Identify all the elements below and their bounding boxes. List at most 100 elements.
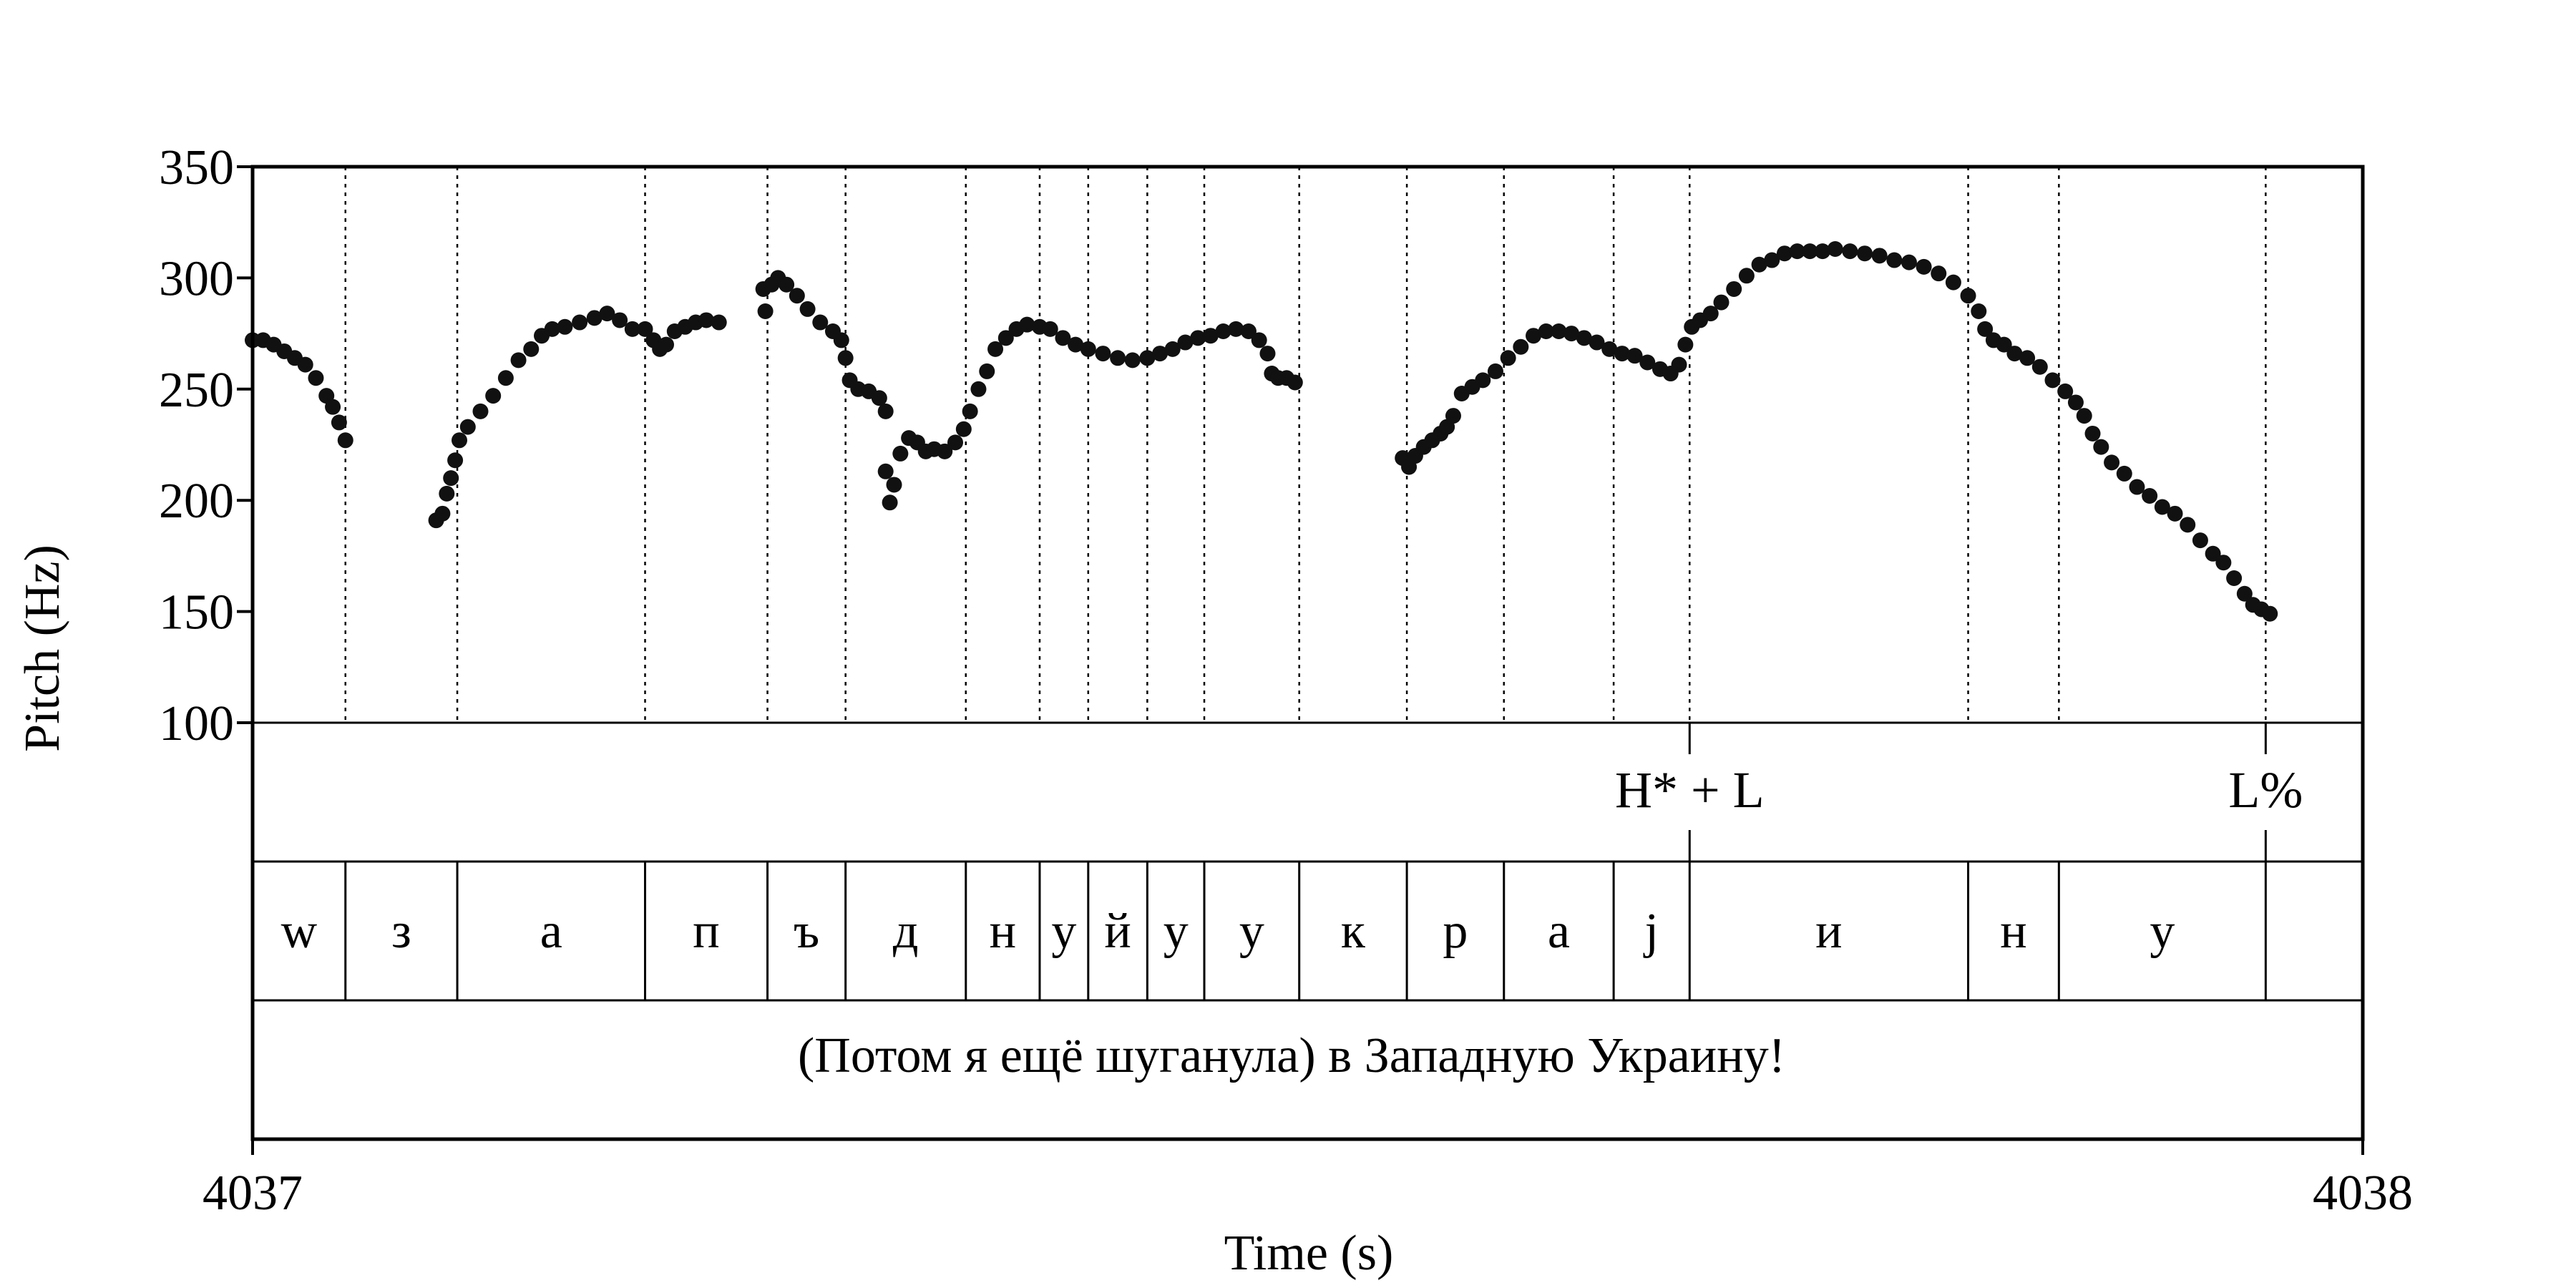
segment-label: и <box>1815 904 1842 959</box>
segment-label: у <box>1239 904 1264 959</box>
pitch-point <box>1671 356 1687 373</box>
segment-label: з <box>391 904 411 959</box>
pitch-point <box>624 321 640 337</box>
pitch-point <box>1764 252 1780 268</box>
pitch-point <box>886 477 902 493</box>
segment-label: п <box>693 904 719 959</box>
pitch-point <box>1626 348 1643 364</box>
pitch-point <box>1857 245 1873 262</box>
pitch-point <box>2167 505 2183 522</box>
pitch-point <box>297 356 313 373</box>
pitch-point <box>970 381 987 397</box>
pitch-point <box>1802 243 1818 260</box>
pitch-point <box>510 352 527 369</box>
pitch-point <box>557 318 573 335</box>
pitch-point <box>2129 479 2145 495</box>
pitch-point <box>1886 252 1903 268</box>
pitch-point <box>1095 346 1111 362</box>
pitch-point <box>1751 256 1767 273</box>
pitch-point <box>1871 248 1888 264</box>
pitch-point <box>2154 499 2170 515</box>
segment-label: к <box>1341 904 1366 959</box>
tone-label: H* + L <box>1615 761 1765 819</box>
pitch-point <box>2084 425 2101 441</box>
pitch-point <box>1601 341 1618 357</box>
tone-tier: H* + L L% <box>1615 723 2303 862</box>
pitch-point <box>1164 341 1181 357</box>
pitch-point <box>711 314 727 331</box>
pitch-point <box>2142 487 2158 504</box>
pitch-point <box>1827 240 1843 257</box>
pitch-point <box>1139 350 1156 366</box>
pitch-point <box>812 314 829 331</box>
pitch-point <box>871 390 887 406</box>
pitch-point <box>325 399 341 415</box>
pitch-point <box>1589 334 1605 351</box>
pitch-point <box>837 350 854 366</box>
segment-label: н <box>990 904 1016 959</box>
segment-label: й <box>1104 904 1131 959</box>
pitch-point <box>1110 350 1126 366</box>
pitch-point <box>882 494 898 511</box>
pitch-point <box>1251 332 1267 348</box>
pitch-point <box>2262 605 2278 622</box>
pitch-point <box>1842 243 1858 260</box>
pitch-point <box>1916 258 1932 275</box>
pitch-point <box>1445 408 1461 424</box>
segment-label: у <box>2150 904 2175 959</box>
pitch-point <box>2226 570 2243 586</box>
pitch-point <box>1500 350 1516 366</box>
segment-label: р <box>1443 904 1468 959</box>
pitch-point <box>572 314 588 331</box>
y-tick-label: 300 <box>159 251 234 306</box>
pitch-point <box>1614 346 1630 362</box>
sentence-label: (Потом я ещё шуганула) в Западную Украин… <box>798 1028 1785 1083</box>
pitch-point <box>443 470 459 487</box>
x-tick-label: 4037 <box>203 1166 303 1221</box>
x-axis-label: Time (s) <box>1224 1226 1394 1281</box>
segment-label: ъ <box>794 904 819 959</box>
pitch-point <box>472 403 489 419</box>
pitch-point <box>2205 545 2221 562</box>
pitch-point <box>955 421 972 437</box>
pitch-point <box>1124 352 1141 369</box>
pitch-point <box>877 463 894 479</box>
pitch-point <box>698 312 715 328</box>
y-tick-label: 150 <box>159 585 234 640</box>
pitch-point <box>1202 328 1219 344</box>
pitch-point <box>2192 532 2208 549</box>
pitch-point <box>434 505 451 522</box>
pitch-point <box>337 432 353 449</box>
pitch-point <box>1019 316 1035 333</box>
sentence-tier: (Потом я ещё шуганула) в Западную Украин… <box>798 1028 1785 1083</box>
pitch-point <box>2076 408 2092 424</box>
pitch-point <box>2006 346 2023 362</box>
pitch-point <box>2215 555 2232 571</box>
pitch-point <box>1215 323 1231 339</box>
pitch-point <box>2044 372 2061 389</box>
pitch-point <box>1068 336 1084 353</box>
pitch-point <box>331 414 347 431</box>
pitch-point <box>1945 274 1961 291</box>
pitch-point <box>1526 328 1542 344</box>
pitch-point <box>637 321 653 337</box>
pitch-point <box>2116 465 2132 482</box>
pitch-point <box>1240 323 1257 339</box>
pitch-point <box>1228 321 1244 337</box>
pitch-point <box>1702 306 1719 322</box>
pitch-point <box>1726 280 1742 297</box>
pitch-point <box>1576 330 1592 346</box>
tier-frames <box>250 165 2365 1141</box>
pitch-point <box>799 301 816 317</box>
segment-label: а <box>1548 904 1570 959</box>
pitch-point <box>1055 330 1071 346</box>
pitch-point <box>1152 346 1169 362</box>
pitch-point <box>947 434 964 451</box>
pitch-point <box>1563 326 1580 342</box>
pitch-point <box>1080 341 1096 357</box>
pitch-point <box>1551 323 1567 339</box>
segment-label: у <box>1051 904 1076 959</box>
pitch-point <box>612 312 628 328</box>
pitch-point <box>833 332 849 348</box>
